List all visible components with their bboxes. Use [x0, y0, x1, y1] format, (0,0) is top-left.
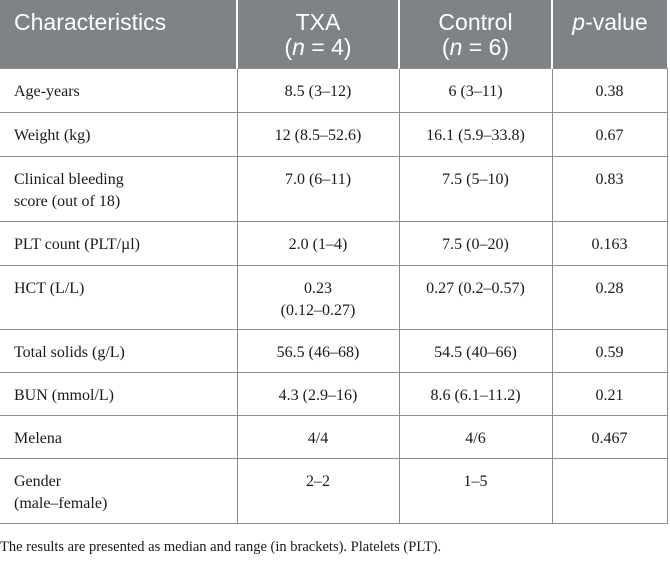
- row-label: Clinical bleeding score (out of 18): [0, 155, 238, 222]
- row-label: BUN (mmol/L): [0, 371, 238, 416]
- header-p-value: p-value: [551, 0, 667, 68]
- p-value: 0.83: [551, 155, 668, 222]
- row-label: Age-years: [0, 67, 238, 113]
- p-value: 0.67: [551, 111, 668, 157]
- p-value: [551, 457, 668, 524]
- table-row: Age-years 8.5 (3–12) 6 (3–11) 0.38: [0, 67, 668, 113]
- table-caption: The results are presented as median and …: [0, 539, 442, 555]
- header-control-name: Control: [438, 9, 513, 35]
- row-label: Gender (male–female): [0, 457, 238, 524]
- txa-value: 12 (8.5–52.6): [236, 111, 400, 157]
- control-value: 7.5 (5–10): [398, 155, 553, 222]
- table-header: Characteristics TXA (n = 4) Control (n =…: [0, 0, 667, 68]
- row-label: HCT (L/L): [0, 264, 238, 330]
- table-row: BUN (mmol/L) 4.3 (2.9–16) 8.6 (6.1–11.2)…: [0, 371, 668, 416]
- p-value: 0.21: [551, 371, 668, 416]
- row-label: Total solids (g/L): [0, 328, 238, 373]
- txa-value: 2.0 (1–4): [236, 220, 400, 266]
- characteristics-table: Characteristics TXA (n = 4) Control (n =…: [0, 0, 668, 524]
- header-txa: TXA (n = 4): [236, 0, 399, 68]
- table-row: PLT count (PLT/µl) 2.0 (1–4) 7.5 (0–20) …: [0, 220, 668, 266]
- control-value: 0.27 (0.2–0.57): [398, 264, 553, 330]
- header-control-n: (n = 6): [441, 34, 510, 60]
- txa-value: 56.5 (46–68): [236, 328, 400, 373]
- row-label: Melena: [0, 414, 238, 459]
- table-row: Weight (kg) 12 (8.5–52.6) 16.1 (5.9–33.8…: [0, 111, 668, 157]
- header-characteristics-label: Characteristics: [14, 9, 167, 35]
- header-txa-name: TXA: [295, 9, 341, 35]
- control-value: 6 (3–11): [398, 67, 553, 113]
- row-label: PLT count (PLT/µl): [0, 220, 238, 266]
- table-row: Melena 4/4 4/6 0.467: [0, 414, 668, 459]
- control-value: 7.5 (0–20): [398, 220, 553, 266]
- p-value: 0.163: [551, 220, 668, 266]
- txa-value: 7.0 (6–11): [236, 155, 400, 222]
- data-table-container: Characteristics TXA (n = 4) Control (n =…: [0, 0, 668, 524]
- table-row: Total solids (g/L) 56.5 (46–68) 54.5 (40…: [0, 328, 668, 373]
- p-value: 0.38: [551, 67, 668, 113]
- table-row: Clinical bleeding score (out of 18) 7.0 …: [0, 155, 668, 222]
- txa-value: 4/4: [236, 414, 400, 459]
- control-value: 8.6 (6.1–11.2): [398, 371, 553, 416]
- header-txa-n: (n = 4): [284, 34, 352, 60]
- header-row: Characteristics TXA (n = 4) Control (n =…: [0, 0, 667, 68]
- txa-value: 4.3 (2.9–16): [236, 371, 400, 416]
- table-row: HCT (L/L) 0.23 (0.12–0.27) 0.27 (0.2–0.5…: [0, 264, 668, 330]
- txa-value: 8.5 (3–12): [236, 67, 400, 113]
- control-value: 4/6: [398, 414, 553, 459]
- p-value: 0.467: [551, 414, 668, 459]
- txa-value: 2–2: [236, 457, 400, 524]
- control-value: 1–5: [398, 457, 553, 524]
- table-body: Age-years 8.5 (3–12) 6 (3–11) 0.38 Weigh…: [0, 67, 668, 524]
- header-control: Control (n = 6): [398, 0, 552, 68]
- p-value: 0.59: [551, 328, 668, 373]
- row-label: Weight (kg): [0, 111, 238, 157]
- control-value: 16.1 (5.9–33.8): [398, 111, 553, 157]
- p-value: 0.28: [551, 264, 668, 330]
- txa-value: 0.23 (0.12–0.27): [236, 264, 400, 330]
- table-row: Gender (male–female) 2–2 1–5: [0, 457, 668, 524]
- control-value: 54.5 (40–66): [398, 328, 553, 373]
- header-characteristics: Characteristics: [0, 0, 237, 68]
